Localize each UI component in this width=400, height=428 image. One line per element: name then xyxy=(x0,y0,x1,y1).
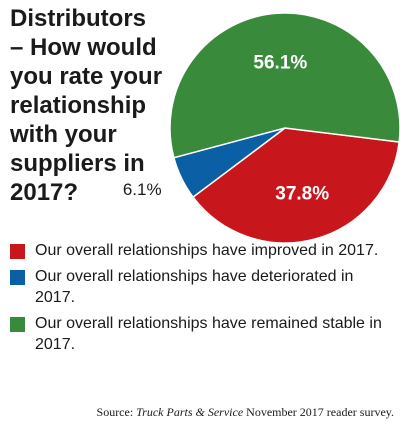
title-line: Distributors xyxy=(10,5,147,32)
pie-label-stable: 56.1% xyxy=(253,52,307,73)
legend-label-improved: Our overall relationships have improved … xyxy=(35,242,379,259)
legend-swatch-improved xyxy=(10,244,25,259)
title-line: 2017? xyxy=(10,179,79,206)
title-line: relationship xyxy=(10,92,147,119)
pie-slice-stable xyxy=(169,12,400,159)
legend-item-improved: Our overall relationships have improved … xyxy=(10,240,395,261)
pie-label-deteriorated: 6.1% xyxy=(123,180,162,199)
legend-item-stable: Our overall relationships have remained … xyxy=(10,313,395,355)
source-note: Source: Truck Parts & Service November 2… xyxy=(97,405,394,420)
title-line: suppliers in xyxy=(10,150,145,177)
legend-item-deteriorated: Our overall relationships have deteriora… xyxy=(10,266,395,308)
title-line: – How would xyxy=(10,34,157,61)
pie-chart: 37.8% 6.1% 56.1% xyxy=(123,12,400,244)
chart-title: Distributors – How would you rate your r… xyxy=(10,4,190,207)
legend-label-stable: Our overall relationships have remained … xyxy=(35,315,382,353)
title-line: with your xyxy=(10,121,117,148)
pie-label-improved: 37.8% xyxy=(275,183,329,204)
legend-label-deteriorated: Our overall relationships have deteriora… xyxy=(35,268,354,306)
source-publication: Truck Parts & Service xyxy=(136,405,244,419)
legend: Our overall relationships have improved … xyxy=(10,240,395,360)
source-prefix: Source: xyxy=(96,405,137,419)
source-suffix: November 2017 reader survey. xyxy=(243,405,394,419)
legend-swatch-stable xyxy=(10,317,25,332)
title-line: you rate your xyxy=(10,63,163,90)
pie-slice-improved xyxy=(192,127,400,244)
legend-swatch-deteriorated xyxy=(10,270,25,285)
